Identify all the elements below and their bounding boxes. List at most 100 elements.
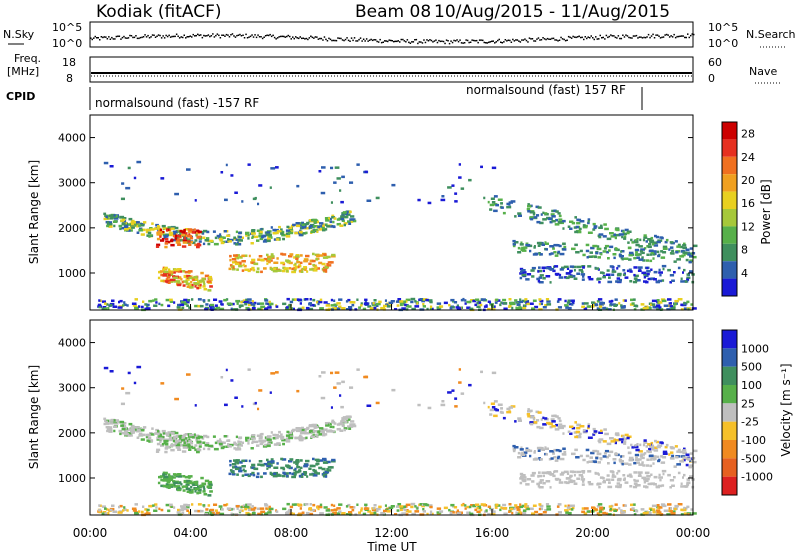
power-cell xyxy=(689,270,694,273)
velocity-cell xyxy=(177,488,182,492)
velocity-cell xyxy=(118,429,123,433)
velocity-cell xyxy=(531,471,536,475)
power-cell xyxy=(613,256,616,260)
power-cell xyxy=(234,191,238,194)
velocity-cell xyxy=(622,478,626,481)
power-cell xyxy=(491,166,497,170)
nsky-point xyxy=(599,34,601,37)
power-cell xyxy=(278,225,281,229)
nsky-point xyxy=(307,38,309,41)
power-cell xyxy=(586,256,589,259)
velocity-cell xyxy=(555,415,559,418)
nsky-point xyxy=(397,40,399,42)
velocity-cell xyxy=(662,456,667,459)
power-cell xyxy=(259,237,264,241)
velocity-cell xyxy=(316,459,320,462)
power-cell xyxy=(348,222,352,225)
power-cell xyxy=(122,304,125,307)
velocity-cell xyxy=(690,508,694,511)
velocity-cell xyxy=(340,405,344,409)
velocity-cell xyxy=(212,435,216,438)
power-cell xyxy=(575,251,580,254)
velocity-cell xyxy=(98,510,102,514)
nsky-point xyxy=(628,36,630,39)
velocity-cell xyxy=(348,415,352,419)
velocity-cell xyxy=(356,503,359,506)
nsky-point xyxy=(251,34,253,36)
power-cell xyxy=(628,258,632,261)
velocity-cell xyxy=(121,431,124,435)
power-cell xyxy=(160,273,164,277)
power-cell xyxy=(636,256,640,259)
power-cell xyxy=(183,236,186,239)
velocity-cell xyxy=(555,449,560,452)
power-cell xyxy=(494,301,498,304)
velocity-cell xyxy=(626,474,630,478)
power-cell xyxy=(303,266,307,269)
nsky-point xyxy=(341,39,344,41)
power-cell xyxy=(647,277,653,281)
freq-top-tick: 18 xyxy=(62,56,76,69)
power-cell xyxy=(221,303,224,306)
velocity-cell xyxy=(643,441,648,444)
power-cell xyxy=(316,300,321,303)
velocity-cell xyxy=(104,512,108,515)
velocity-cell xyxy=(191,503,194,506)
power-cell xyxy=(309,303,315,307)
velocity-cell xyxy=(399,508,403,512)
power-cell xyxy=(640,250,643,253)
power-cell xyxy=(174,234,179,237)
velocity-cell xyxy=(287,510,292,513)
velocity-cell xyxy=(160,478,164,482)
power-cell xyxy=(305,306,310,310)
velocity-cell xyxy=(382,513,386,516)
power-cell xyxy=(537,270,540,273)
power-cell xyxy=(571,221,576,225)
nsky-point xyxy=(332,39,335,42)
velocity-cell xyxy=(241,474,245,477)
nsky-point xyxy=(673,33,675,36)
power-cell xyxy=(160,239,165,242)
power-cell xyxy=(568,302,573,306)
velocity-cell xyxy=(154,503,158,506)
power-cell xyxy=(502,211,506,215)
power-cell xyxy=(674,299,679,303)
power-cell xyxy=(666,308,671,311)
velocity-cell xyxy=(603,452,607,455)
nsky-point xyxy=(497,39,499,42)
power-cell xyxy=(447,186,452,189)
velocity-cell xyxy=(194,444,198,447)
power-cell xyxy=(140,305,144,309)
velocity-cell xyxy=(302,437,307,440)
power-cell xyxy=(200,271,204,275)
velocity-cell xyxy=(574,435,579,439)
power-cell xyxy=(669,274,675,277)
x-tick-label: 12:00 xyxy=(374,526,409,540)
power-cell xyxy=(650,236,654,240)
nsky-label: N.Sky xyxy=(3,28,35,41)
velocity-cell xyxy=(604,432,609,436)
power-cell xyxy=(509,302,514,306)
velocity-cell xyxy=(460,392,465,395)
velocity-cell xyxy=(301,472,305,476)
velocity-cell xyxy=(523,509,526,512)
power-cell xyxy=(369,307,375,310)
velocity-colorbar-tick: -100 xyxy=(741,434,766,447)
velocity-cell xyxy=(164,439,169,443)
power-cell xyxy=(322,269,328,272)
power-cell xyxy=(651,299,657,303)
nsky-point xyxy=(659,37,662,39)
power-cell xyxy=(173,301,176,304)
velocity-cell xyxy=(351,508,355,512)
velocity-cell xyxy=(542,423,547,426)
velocity-cell xyxy=(587,436,593,439)
power-cell xyxy=(206,280,212,283)
velocity-cell xyxy=(309,508,315,512)
velocity-cell xyxy=(525,483,530,486)
power-cell xyxy=(687,253,691,256)
power-cell xyxy=(247,237,250,240)
velocity-cell xyxy=(241,441,244,444)
velocity-cell xyxy=(491,406,496,409)
power-cell xyxy=(637,266,643,269)
velocity-cell xyxy=(291,503,296,506)
